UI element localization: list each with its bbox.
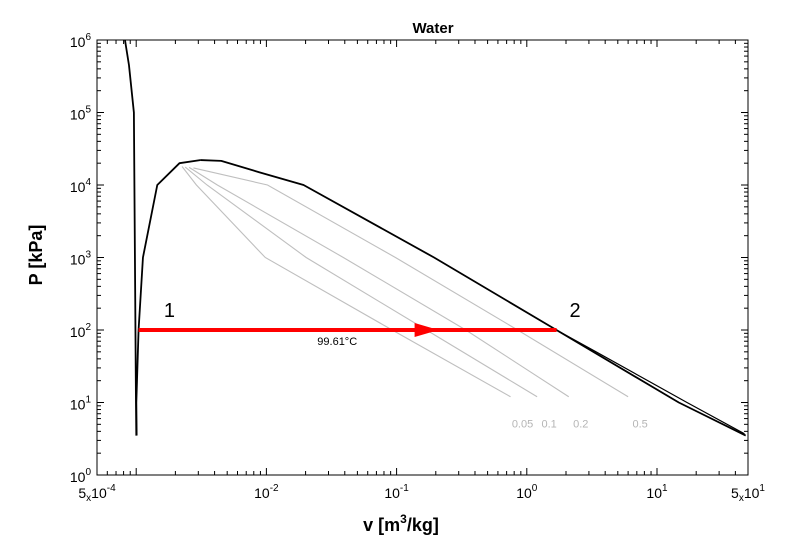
x-tick-exponent: -4 xyxy=(107,483,116,494)
y-tick-base: 10 xyxy=(70,107,86,123)
y-tick-exponent: 6 xyxy=(85,32,91,43)
x-tick-label: 10-2 xyxy=(254,483,279,501)
y-tick-base: 10 xyxy=(70,324,86,340)
quality-label-0-1: 0.1 xyxy=(541,419,556,431)
axes: 5x10-4 10-2 10-1 100 101 5x101100101102103104… xyxy=(70,32,766,504)
series-saturated-vapor-line xyxy=(200,159,747,437)
quality-line-0-1 xyxy=(184,166,538,398)
series-superheated-isotherm-99-61-c xyxy=(556,329,745,435)
series-compressed-liquid-line xyxy=(124,40,138,436)
y-tick-base: 10 xyxy=(70,34,86,50)
x-tick-exponent: 1 xyxy=(759,483,765,494)
x-tick-base: 10 xyxy=(254,485,270,501)
x-tick-label: 10-1 xyxy=(384,483,409,501)
process-arrowhead xyxy=(414,323,439,337)
x-tick-base: 10 xyxy=(384,485,400,501)
y-tick-base: 10 xyxy=(70,397,86,413)
y-tick-exponent: 0 xyxy=(85,467,91,478)
x-tick-times: x xyxy=(86,493,91,504)
x-tick-mantissa: 5 xyxy=(731,485,739,501)
quality-line-0-5 xyxy=(193,167,629,398)
quality-label-0-2: 0.2 xyxy=(573,419,588,431)
curves xyxy=(124,40,747,437)
quality-line-0-05 xyxy=(181,166,511,398)
x-tick-label: 5x10-4 xyxy=(78,483,116,504)
quality-line-0-2 xyxy=(188,166,570,398)
x-tick-exponent: 1 xyxy=(662,483,668,494)
y-tick-label: 103 xyxy=(70,250,92,268)
x-tick-label: 5x101 xyxy=(731,483,765,504)
x-tick-base: 10 xyxy=(646,485,662,501)
state-label-1: 1 xyxy=(164,300,175,322)
x-axis-label: v [m3/kg] xyxy=(363,512,439,535)
y-tick-label: 100 xyxy=(70,467,92,485)
y-tick-exponent: 3 xyxy=(85,250,91,261)
x-tick-exponent: -1 xyxy=(400,483,409,494)
y-tick-exponent: 5 xyxy=(85,105,91,116)
x-tick-label: 100 xyxy=(516,483,538,501)
x-axis-label-tail: /kg] xyxy=(407,515,439,535)
y-axis-label: P [kPa] xyxy=(26,225,46,286)
y-tick-exponent: 4 xyxy=(85,177,91,188)
x-tick-mantissa: 5 xyxy=(78,485,86,501)
isotherm-label: 99.61°C xyxy=(317,336,357,348)
quality-label-0-5: 0.5 xyxy=(632,419,647,431)
x-axis-label-sup: 3 xyxy=(400,512,407,526)
y-tick-label: 102 xyxy=(70,322,92,340)
y-tick-base: 10 xyxy=(70,252,86,268)
y-tick-base: 10 xyxy=(70,469,86,485)
state-label-2: 2 xyxy=(570,300,581,322)
chart-title: Water xyxy=(412,20,453,37)
x-axis-label-main: v [m xyxy=(363,515,400,535)
y-tick-label: 106 xyxy=(70,32,92,50)
x-tick-base: 10 xyxy=(516,485,532,501)
x-tick-base: 10 xyxy=(91,485,107,501)
y-tick-label: 101 xyxy=(70,395,92,413)
y-tick-base: 10 xyxy=(70,179,86,195)
x-tick-label: 101 xyxy=(646,483,668,501)
y-tick-label: 105 xyxy=(70,105,92,123)
y-tick-exponent: 1 xyxy=(85,395,91,406)
y-tick-label: 104 xyxy=(70,177,92,195)
x-tick-base: 10 xyxy=(744,485,760,501)
x-tick-exponent: -2 xyxy=(270,483,279,494)
plot-area: 0.05 0.1 0.2 0.5 1 2 99.61°C xyxy=(124,40,747,437)
x-tick-exponent: 0 xyxy=(532,483,538,494)
quality-label-0-05: 0.05 xyxy=(512,419,533,431)
y-tick-exponent: 2 xyxy=(85,322,91,333)
x-tick-times: x xyxy=(739,493,744,504)
